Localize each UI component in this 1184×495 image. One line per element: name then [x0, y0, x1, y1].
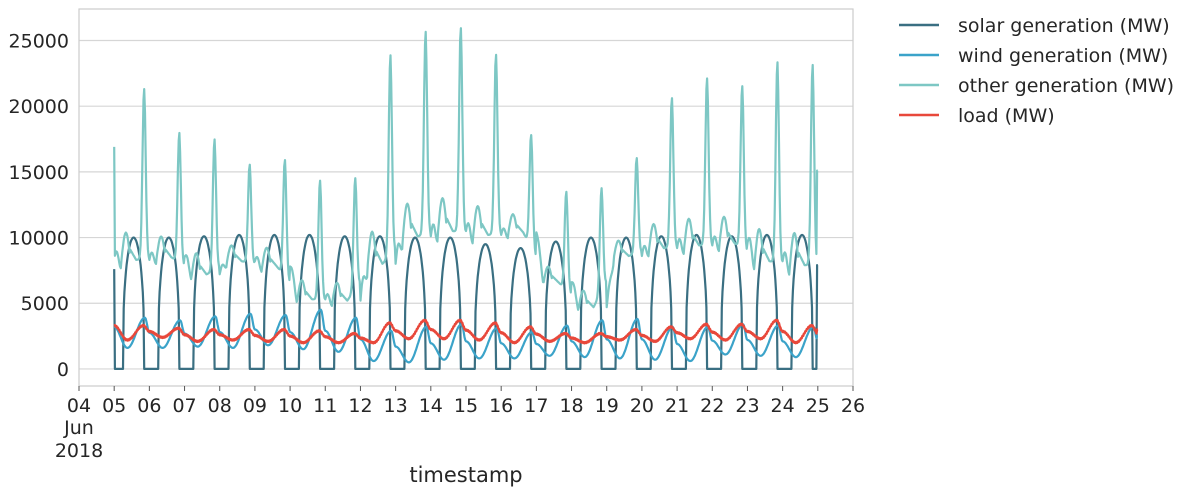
x-tick-label: 04	[67, 395, 91, 417]
x-tick-label: 16	[489, 395, 513, 417]
y-tick-label: 20000	[9, 96, 69, 118]
x-tick-label: 09	[243, 395, 267, 417]
x-tick-label: 13	[384, 395, 408, 417]
grid-lines	[79, 39, 853, 370]
x-tick-label: 22	[700, 395, 724, 417]
series-layer	[113, 27, 819, 370]
x-tick-label: 05	[102, 395, 126, 417]
y-tick-label: 0	[57, 359, 69, 381]
y-tick-label: 25000	[9, 31, 69, 53]
series-line-1	[113, 308, 819, 364]
legend-label: load (MW)	[958, 105, 1055, 127]
x-tick-label: 06	[137, 395, 161, 417]
x-tick-label: 23	[735, 395, 759, 417]
x-axis-title: timestamp	[409, 463, 522, 487]
y-axis-ticks: 0 5000 10000 15000 20000 25000	[9, 31, 69, 381]
legend: solar generation (MW) wind generation (MW…	[899, 15, 1174, 127]
x-tick-label: 10	[278, 395, 302, 417]
x-tick-label: 20	[630, 395, 654, 417]
y-tick-label: 15000	[9, 162, 69, 184]
plot-area	[79, 9, 853, 386]
x-tick-label: 14	[419, 395, 443, 417]
y-tick-label: 5000	[21, 293, 69, 315]
series-line-3	[113, 318, 819, 345]
x-axis-year-label: 2018	[55, 440, 103, 462]
legend-label: other generation (MW)	[958, 75, 1174, 97]
x-tick-label: 18	[559, 395, 583, 417]
legend-label: wind generation (MW)	[958, 45, 1168, 67]
series-line-0	[113, 233, 819, 370]
x-tick-label: 11	[313, 395, 337, 417]
legend-label: solar generation (MW)	[958, 15, 1170, 37]
x-tick-label: 07	[172, 395, 196, 417]
x-tick-label: 25	[806, 395, 830, 417]
x-tick-label: 26	[841, 395, 865, 417]
series-line-2	[113, 27, 819, 311]
x-tick-label: 08	[208, 395, 232, 417]
y-tick-label: 10000	[9, 228, 69, 250]
x-tick-label: 21	[665, 395, 689, 417]
x-tick-label: 17	[524, 395, 548, 417]
x-tick-label: 24	[771, 395, 795, 417]
x-tick-label: 15	[454, 395, 478, 417]
x-tick-label: 19	[595, 395, 619, 417]
x-tick-label: 12	[348, 395, 372, 417]
x-axis-month-label: Jun	[63, 417, 94, 439]
x-axis-ticks: 04 05 06 07 08 09 10 11 12 13 14 15 16 17 18 19 20 21 22 23…	[67, 386, 865, 417]
